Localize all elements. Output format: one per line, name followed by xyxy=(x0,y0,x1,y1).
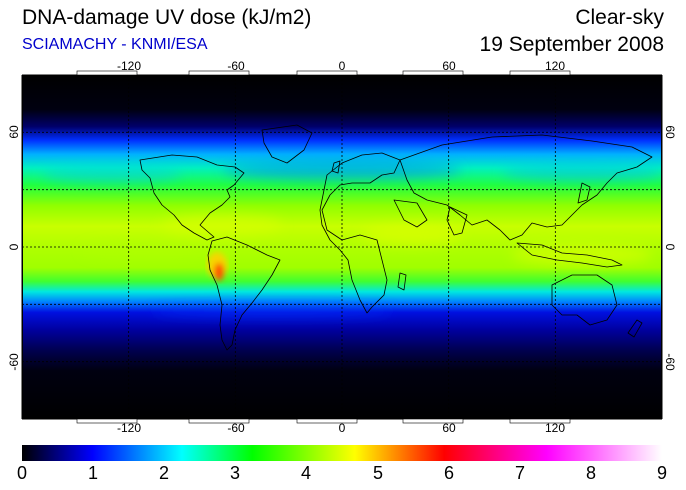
lon-tick-bottom-3: 0 xyxy=(339,421,346,435)
lon-tick-top-3: 0 xyxy=(339,59,346,73)
uk-coast xyxy=(331,160,341,174)
greenland-coast xyxy=(261,124,313,164)
colorbar-label-9: 9 xyxy=(656,463,668,483)
lat-tick-right-1: 60 xyxy=(663,125,677,139)
asia-coast xyxy=(399,134,653,241)
lat-tick-left-1: 60 xyxy=(7,125,21,139)
colorbar-label-4: 4 xyxy=(300,463,312,483)
lon-tick-top-2: -60 xyxy=(227,59,245,73)
colorbar-label-8: 8 xyxy=(585,463,597,483)
colorbar-label-0: 0 xyxy=(16,463,28,483)
madagascar-coast xyxy=(397,272,407,291)
india-coast xyxy=(446,206,468,236)
andes-uv-maximum xyxy=(207,252,227,281)
colorbar-label-5: 5 xyxy=(372,463,384,483)
lat-tick-right-2: 0 xyxy=(663,244,677,251)
uv-dose-world-map xyxy=(22,75,662,419)
lon-tick-bottom-1: -120 xyxy=(117,421,141,435)
north-america-coast xyxy=(139,154,245,241)
lon-tick-top-4: 60 xyxy=(442,59,456,73)
sky-condition-label: Clear-sky xyxy=(575,6,664,29)
colorbar-label-3: 3 xyxy=(229,463,241,483)
lon-tick-bottom-5: 120 xyxy=(545,421,565,435)
map-title: DNA-damage UV dose (kJ/m2) xyxy=(22,6,312,29)
colorbar-label-1: 1 xyxy=(87,463,99,483)
colorbar-label-6: 6 xyxy=(443,463,455,483)
colorbar-label-2: 2 xyxy=(158,463,170,483)
coastlines xyxy=(139,124,653,351)
europe-africa-coast xyxy=(319,152,401,314)
colorbar xyxy=(22,445,662,461)
date-label: 19 September 2008 xyxy=(479,33,664,56)
lon-tick-bottom-4: 60 xyxy=(442,421,456,435)
lat-tick-left-3: -60 xyxy=(7,353,21,371)
data-source-label: SCIAMACHY - KNMI/ESA xyxy=(22,36,208,53)
japan-coast xyxy=(577,182,591,204)
australia-coast xyxy=(551,274,618,326)
indonesia-coast xyxy=(516,242,623,268)
lon-tick-top-5: 120 xyxy=(545,59,565,73)
south-america-coast xyxy=(207,236,281,351)
lon-tick-bottom-2: -60 xyxy=(227,421,245,435)
uv-field-variations xyxy=(42,160,662,317)
lat-tick-right-3: -60 xyxy=(663,353,677,371)
arabia-coast xyxy=(393,199,428,228)
lon-tick-top-1: -120 xyxy=(117,59,141,73)
colorbar-label-7: 7 xyxy=(514,463,526,483)
new-zealand-coast xyxy=(627,319,643,338)
lat-tick-left-2: 0 xyxy=(7,243,21,250)
graticule xyxy=(22,75,662,419)
